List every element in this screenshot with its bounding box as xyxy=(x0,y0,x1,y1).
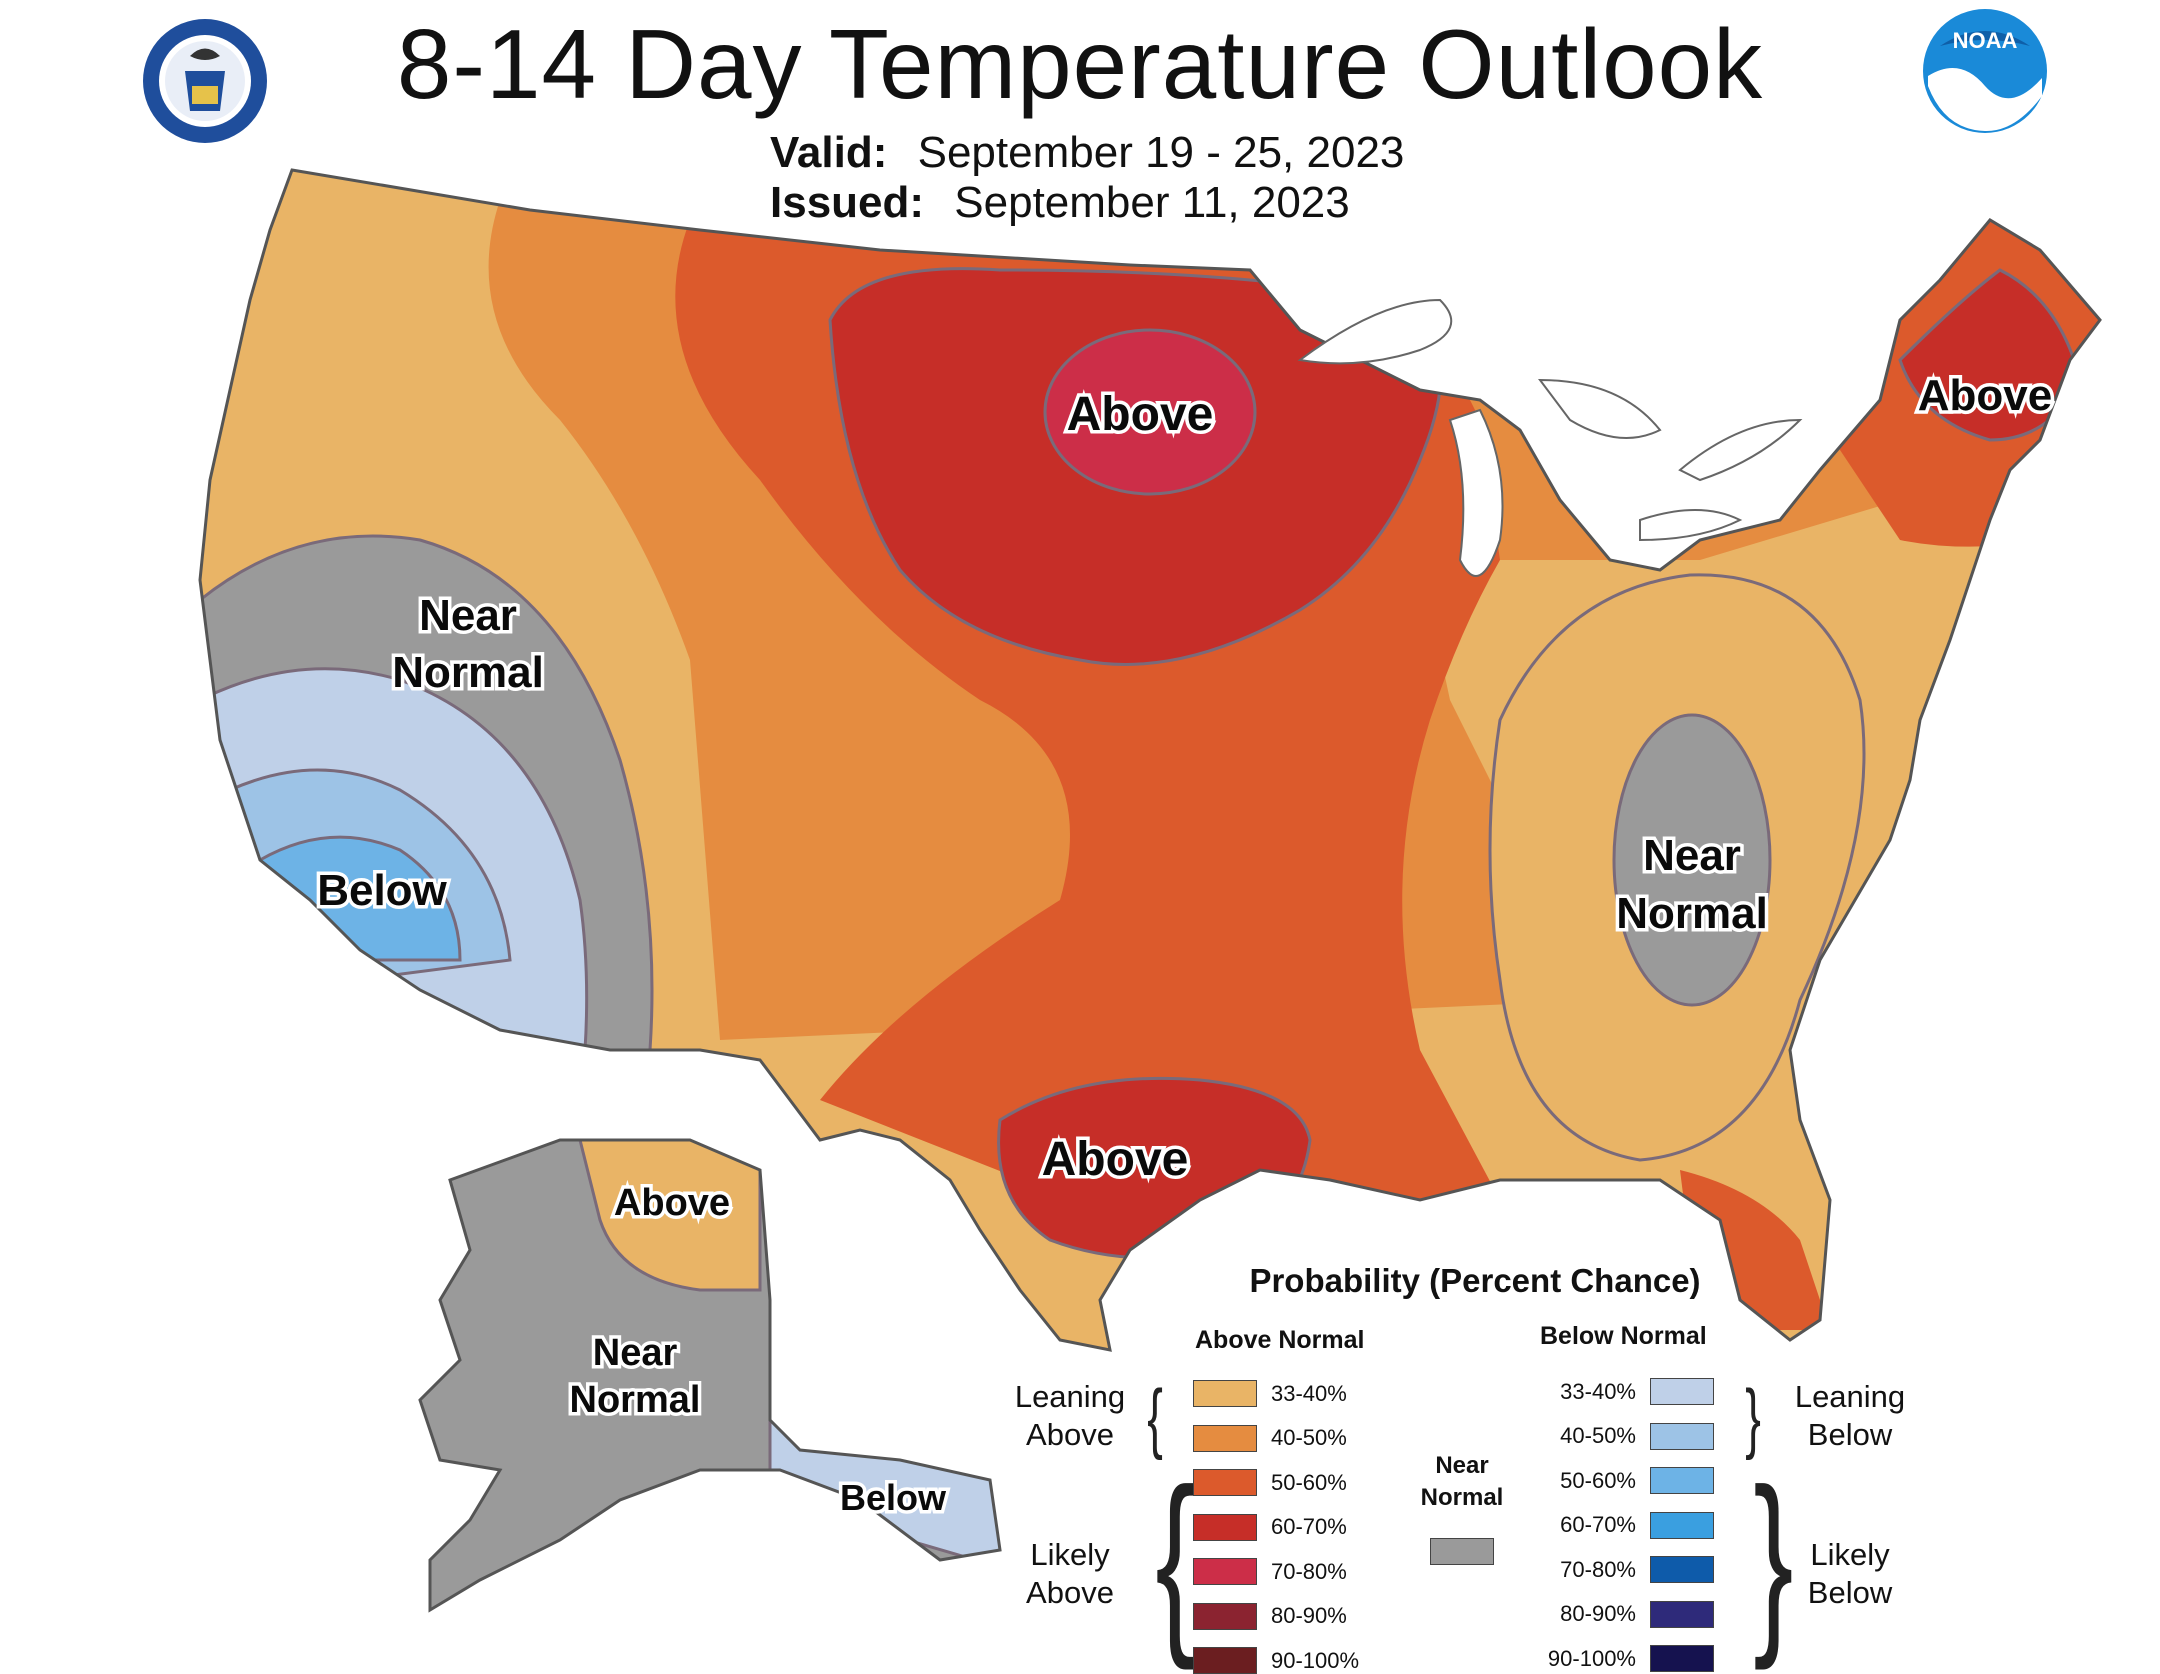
legend-likely-above-1: Likely xyxy=(1030,1537,1110,1572)
valid-date: Valid: September 19 - 25, 2023 xyxy=(770,128,1404,178)
legend-below-row: 80-90% xyxy=(1540,1600,1714,1628)
brace-icon: { xyxy=(1155,1448,1196,1671)
legend-above-range-label: 50-60% xyxy=(1271,1469,1347,1495)
legend-below-range-label: 60-70% xyxy=(1560,1512,1636,1537)
legend-above-row: 80-90% xyxy=(1193,1602,1347,1630)
legend-above-range-label: 33-40% xyxy=(1271,1380,1347,1406)
legend-above-swatch xyxy=(1193,1602,1257,1630)
label-near-west-1: Near xyxy=(419,591,517,640)
page-title: 8-14 Day Temperature Outlook xyxy=(396,9,1764,119)
label-above-new-england: Above xyxy=(1918,371,2052,420)
legend-below-swatch xyxy=(1650,1378,1714,1405)
noaa-logo-icon: NOAA xyxy=(1923,9,2047,133)
legend-below-header: Below Normal xyxy=(1540,1322,1707,1350)
legend-below-range-label: 80-90% xyxy=(1560,1601,1636,1626)
legend-above-header: Above Normal xyxy=(1195,1326,1365,1354)
noaa-logo-text: NOAA xyxy=(1953,28,2018,53)
valid-label: Valid: xyxy=(770,128,888,177)
legend-likely-below-1: Likely xyxy=(1810,1537,1890,1572)
legend-below-row: 50-60% xyxy=(1540,1467,1714,1494)
legend-near-normal: Near Normal xyxy=(1402,1450,1522,1514)
legend-below-range-label: 40-50% xyxy=(1560,1423,1636,1448)
issued-value: September 11, 2023 xyxy=(954,178,1350,227)
legend-above-row: 60-70% xyxy=(1193,1513,1347,1541)
legend-below-swatch xyxy=(1650,1556,1714,1583)
legend-below-row: 40-50% xyxy=(1540,1422,1714,1450)
legend-leaning-below-1: Leaning xyxy=(1794,1379,1906,1414)
legend-likely-below-2: Below xyxy=(1807,1575,1893,1610)
label-below-alaska: Below xyxy=(840,1477,947,1518)
issued-date: Issued: September 11, 2023 xyxy=(770,178,1350,228)
legend-leaning-below: Leaning Below xyxy=(1780,1378,1920,1454)
legend-above-range-label: 60-70% xyxy=(1271,1514,1347,1539)
label-near-se-2: Normal xyxy=(1616,889,1768,938)
legend-above-row: 33-40% xyxy=(1193,1380,1347,1407)
legend-below-swatch xyxy=(1650,1511,1714,1539)
legend-above-range-label: 90-100% xyxy=(1271,1647,1360,1673)
legend-below-range-label: 90-100% xyxy=(1547,1645,1636,1671)
label-above-texas: Above xyxy=(1042,1133,1189,1186)
label-near-se-1: Near xyxy=(1643,831,1741,880)
contour-near-normal-se xyxy=(1612,713,1772,1007)
label-near-alaska-1: Near xyxy=(593,1332,678,1374)
legend-above-row: 50-60% xyxy=(1193,1469,1347,1496)
legend-above-range-label: 40-50% xyxy=(1271,1425,1347,1450)
legend-leaning-above-2: Above xyxy=(1026,1417,1114,1452)
brace-icon: } xyxy=(1753,1448,1794,1671)
legend-near-normal-1: Near xyxy=(1435,1452,1489,1479)
label-near-west-2: Normal xyxy=(392,648,544,697)
legend-title: Probability (Percent Chance) xyxy=(1249,1262,1701,1299)
label-near-alaska-2: Normal xyxy=(570,1379,701,1421)
legend-likely-above-2: Above xyxy=(1026,1575,1114,1610)
label-above-alaska: Above xyxy=(614,1182,730,1224)
legend-likely-below: Likely Below xyxy=(1780,1536,1920,1612)
legend-above-swatch xyxy=(1193,1513,1257,1541)
legend-leaning-above-1: Leaning xyxy=(1014,1379,1126,1414)
conus-region xyxy=(200,170,2100,1350)
legend-leaning-below-2: Below xyxy=(1807,1417,1893,1452)
legend-above-range-label: 80-90% xyxy=(1271,1603,1347,1628)
contour-above-70 xyxy=(1043,328,1257,496)
great-lakes xyxy=(1297,298,1803,577)
legend-above-swatch xyxy=(1193,1647,1257,1674)
brace-icon: } xyxy=(1745,1373,1761,1461)
label-below-west: Below xyxy=(317,866,447,915)
legend-above-swatch xyxy=(1193,1469,1257,1496)
legend-below-range-label: 50-60% xyxy=(1560,1467,1636,1493)
legend-above-row: 70-80% xyxy=(1193,1558,1347,1585)
legend-near-normal-2: Normal xyxy=(1420,1484,1504,1511)
brace-icon: { xyxy=(1147,1373,1163,1461)
legend-below-swatch xyxy=(1650,1600,1714,1628)
legend-leaning-above: Leaning Above xyxy=(1000,1378,1140,1454)
legend-below-swatch xyxy=(1650,1467,1714,1494)
legend-above-row: 90-100% xyxy=(1193,1647,1359,1674)
conus-outline xyxy=(198,168,2102,1352)
legend-above-row: 40-50% xyxy=(1193,1424,1347,1452)
label-above-north-plains: Above xyxy=(1067,388,1214,441)
legend-above-swatch xyxy=(1193,1424,1257,1452)
commerce-seal-icon xyxy=(143,19,267,143)
legend-below-row: 70-80% xyxy=(1540,1556,1714,1583)
legend-below-range-label: 70-80% xyxy=(1560,1556,1636,1582)
legend-below-range-label: 33-40% xyxy=(1560,1378,1636,1404)
valid-value: September 19 - 25, 2023 xyxy=(917,128,1405,177)
legend-likely-above: Likely Above xyxy=(1000,1536,1140,1612)
legend-below-swatch xyxy=(1650,1422,1714,1450)
legend-below-row: 60-70% xyxy=(1540,1511,1714,1539)
issued-label: Issued: xyxy=(770,178,925,227)
legend-above-swatch xyxy=(1193,1558,1257,1585)
legend-above-range-label: 70-80% xyxy=(1271,1558,1347,1584)
alaska-above xyxy=(578,1140,762,1292)
alaska-outline xyxy=(418,1138,1002,1613)
legend-above-swatch xyxy=(1193,1380,1257,1407)
legend-below-row: 33-40% xyxy=(1540,1378,1714,1405)
legend-near-normal-swatch xyxy=(1430,1538,1494,1565)
